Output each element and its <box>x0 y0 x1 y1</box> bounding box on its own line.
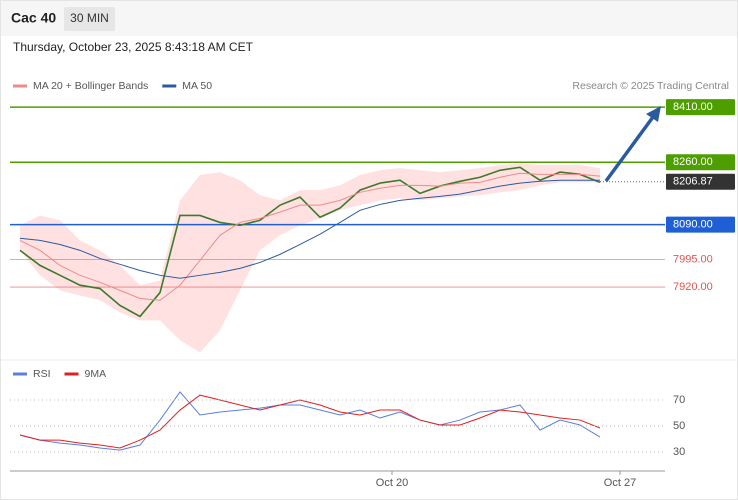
interval-label[interactable]: 30 MIN <box>70 11 109 25</box>
timestamp: Thursday, October 23, 2025 8:43:18 AM CE… <box>13 40 254 54</box>
level-box <box>666 173 735 190</box>
source-credit: Research © 2025 Trading Central <box>572 80 729 92</box>
series-line <box>19 391 601 451</box>
legend-label: RSI <box>33 368 51 380</box>
interval-button[interactable] <box>64 7 115 31</box>
forecast-arrow <box>604 106 661 183</box>
legend-label: 9MA <box>85 368 107 380</box>
x-tick-label: Oct 20 <box>376 477 408 489</box>
header-bar <box>1 1 737 36</box>
legend-swatch <box>13 372 27 376</box>
legend-label: MA 50 <box>182 80 212 92</box>
arrow-shaft <box>604 115 655 183</box>
legend-swatch <box>162 84 177 88</box>
y-tick-label: 70 <box>673 394 685 406</box>
y-tick-label: 50 <box>673 420 685 432</box>
legend-swatch <box>13 84 27 88</box>
legend-label: MA 20 + Bollinger Bands <box>33 80 148 92</box>
series-line <box>19 166 601 318</box>
y-tick-label: 30 <box>673 446 685 458</box>
level-box <box>666 154 735 171</box>
level-box <box>666 99 735 116</box>
bollinger-band <box>20 163 600 353</box>
level-label: 8410.00 <box>673 101 713 113</box>
series-line <box>19 179 600 279</box>
level-label: 8260.00 <box>673 156 713 168</box>
level-box <box>666 216 735 233</box>
legend-swatch <box>64 372 79 376</box>
level-label: 8090.00 <box>673 219 713 231</box>
series-line <box>19 172 601 301</box>
level-label: 7920.00 <box>673 281 713 293</box>
x-tick-label: Oct 27 <box>604 477 636 489</box>
symbol: Cac 40 <box>11 10 56 26</box>
level-label: 7995.00 <box>673 253 713 265</box>
series-line <box>19 394 601 449</box>
arrow-head <box>646 106 661 122</box>
level-label: 8206.87 <box>673 176 713 188</box>
